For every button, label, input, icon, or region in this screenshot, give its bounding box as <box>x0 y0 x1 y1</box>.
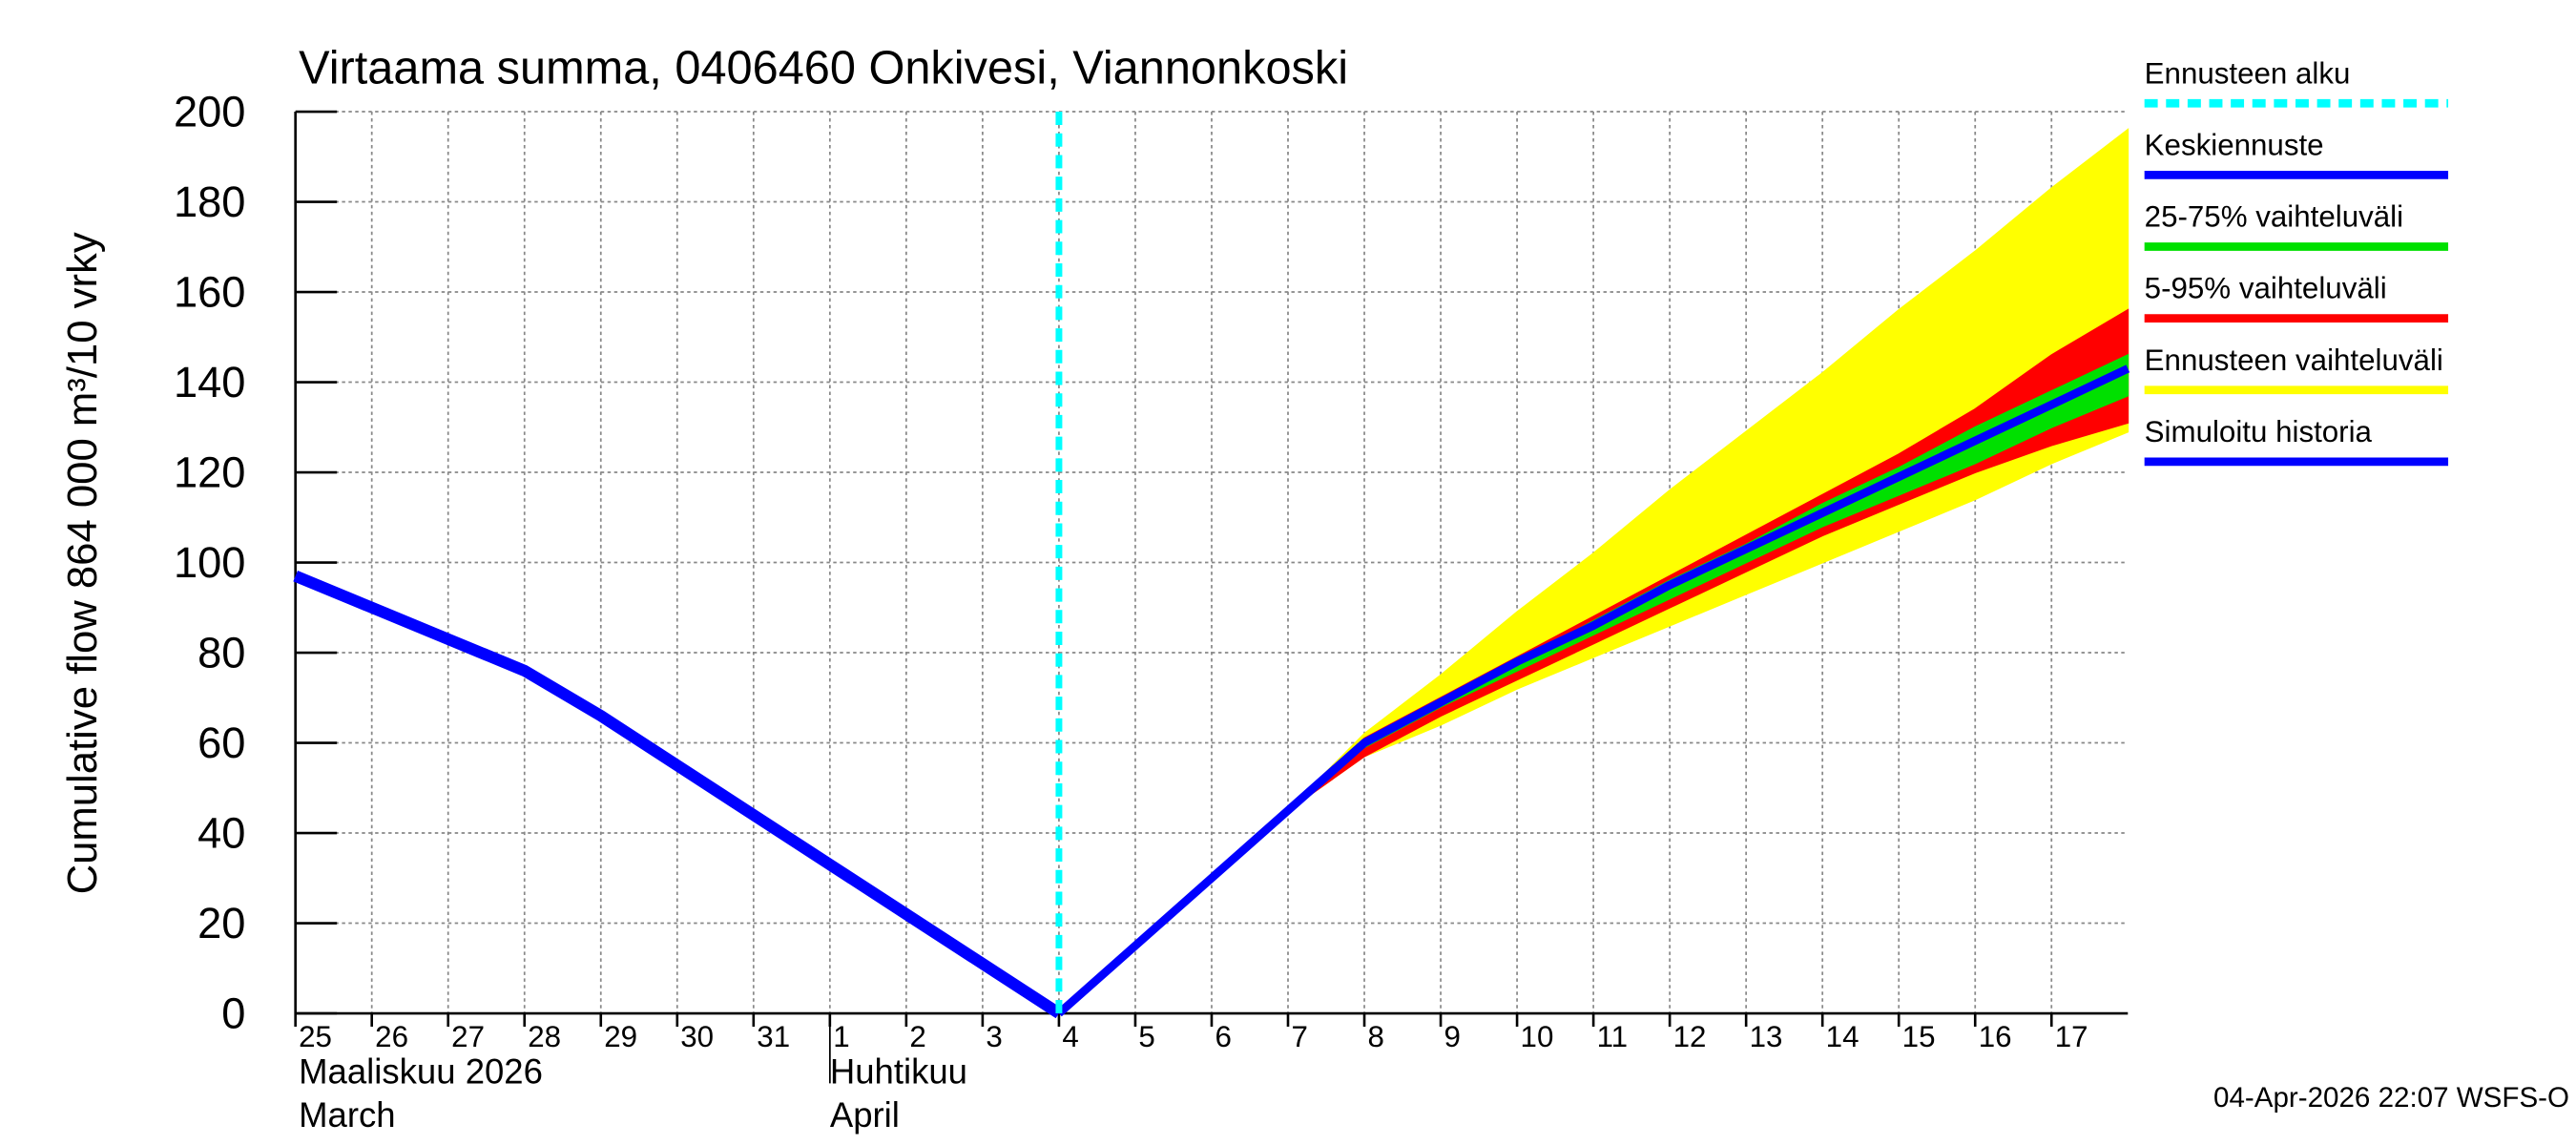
month-label: Huhtikuu <box>830 1051 967 1091</box>
y-tick-label: 120 <box>174 448 245 497</box>
y-tick-label: 100 <box>174 538 245 587</box>
x-tick-label: 7 <box>1291 1020 1307 1053</box>
x-tick-label: 27 <box>451 1020 485 1053</box>
x-tick-label: 16 <box>1979 1020 2012 1053</box>
x-tick-label: 29 <box>604 1020 637 1053</box>
y-tick-label: 20 <box>197 899 245 947</box>
x-tick-label: 9 <box>1444 1020 1461 1053</box>
legend-label: Keskiennuste <box>2145 128 2324 161</box>
legend-label: 5-95% vaihteluväli <box>2145 272 2387 305</box>
x-tick-label: 15 <box>1902 1020 1936 1053</box>
y-tick-label: 160 <box>174 268 245 317</box>
y-tick-label: 60 <box>197 718 245 767</box>
chart-title: Virtaama summa, 0406460 Onkivesi, Vianno… <box>299 42 1348 94</box>
x-tick-label: 30 <box>680 1020 714 1053</box>
x-tick-label: 31 <box>757 1020 790 1053</box>
x-tick-label: 2 <box>909 1020 925 1053</box>
month-label: April <box>830 1095 900 1135</box>
x-tick-label: 3 <box>986 1020 1002 1053</box>
x-tick-label: 12 <box>1673 1020 1707 1053</box>
x-tick-label: 8 <box>1368 1020 1384 1053</box>
y-tick-label: 140 <box>174 358 245 406</box>
month-label: March <box>299 1095 395 1135</box>
band <box>1058 128 2129 1014</box>
timestamp: 04-Apr-2026 22:07 WSFS-O <box>2213 1082 2569 1114</box>
y-tick-label: 200 <box>174 88 245 136</box>
month-label: Maaliskuu 2026 <box>299 1051 543 1091</box>
legend-label: Ennusteen vaihteluväli <box>2145 344 2443 377</box>
y-tick-label: 40 <box>197 809 245 858</box>
x-tick-label: 4 <box>1062 1020 1078 1053</box>
line <box>293 571 1063 1019</box>
y-tick-label: 0 <box>221 989 245 1038</box>
x-tick-label: 5 <box>1138 1020 1154 1053</box>
x-tick-label: 14 <box>1826 1020 1859 1053</box>
x-tick-label: 25 <box>299 1020 332 1053</box>
line <box>1056 364 2130 1017</box>
legend-label: 25-75% vaihteluväli <box>2145 199 2403 233</box>
y-tick-label: 180 <box>174 177 245 226</box>
legend-label: Simuloitu historia <box>2145 415 2373 448</box>
x-tick-label: 6 <box>1215 1020 1231 1053</box>
x-tick-label: 10 <box>1521 1020 1554 1053</box>
y-axis-label: Cumulative flow 864 000 m³/10 vrky <box>60 232 106 894</box>
x-tick-label: 17 <box>2055 1020 2088 1053</box>
legend-label: Ennusteen alku <box>2145 56 2351 90</box>
x-tick-label: 13 <box>1750 1020 1783 1053</box>
x-tick-label: 11 <box>1597 1020 1628 1053</box>
y-tick-label: 80 <box>197 629 245 677</box>
x-tick-label: 26 <box>375 1020 408 1053</box>
x-tick-label: 28 <box>528 1020 561 1053</box>
x-tick-label: 1 <box>833 1020 849 1053</box>
